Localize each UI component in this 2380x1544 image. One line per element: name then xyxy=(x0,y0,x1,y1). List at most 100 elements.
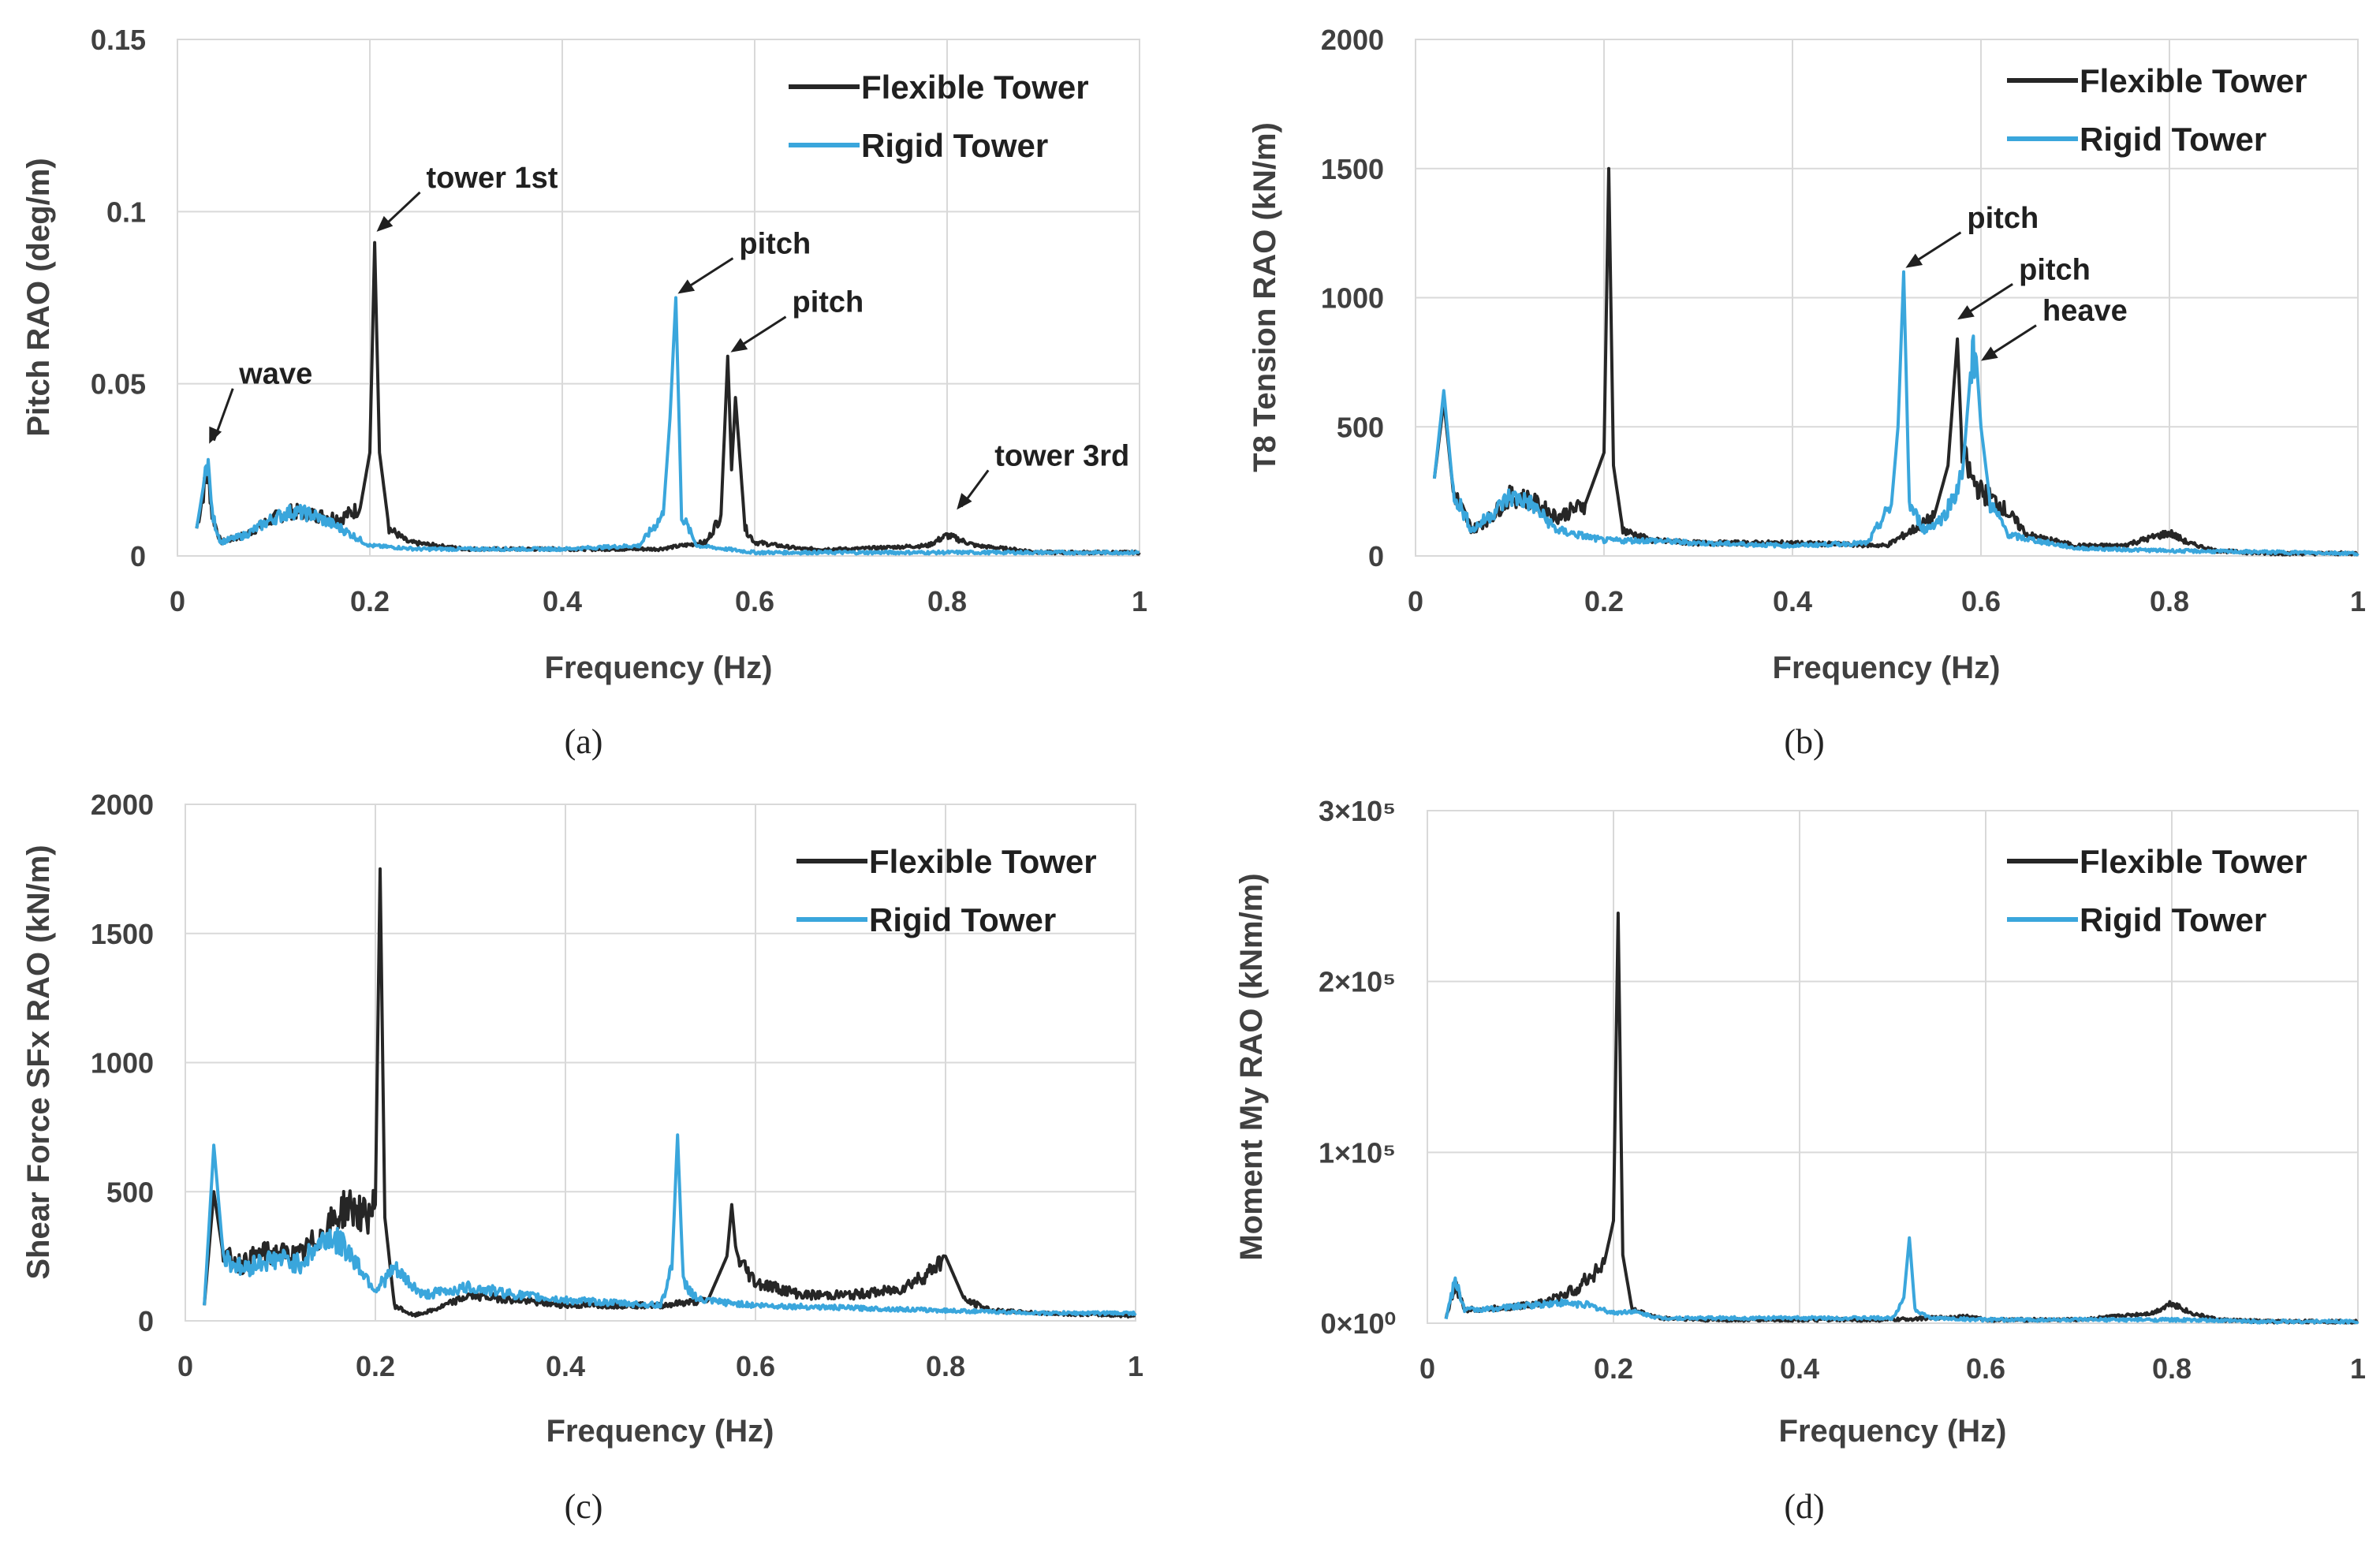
annotation-label: pitch xyxy=(1967,202,2039,235)
legend-label-flexible: Flexible Tower xyxy=(869,843,1097,880)
series-line-rigid xyxy=(203,1133,1137,1317)
x-tick-label: 0.6 xyxy=(1966,1352,2005,1385)
series-line-flexible xyxy=(1444,912,2359,1325)
y-tick-label: 500 xyxy=(1337,411,1384,443)
tick-labels: 0 0.2 0.4 0.6 0.8 1 0×10⁰ 1×10⁵ 2×10⁵ 3×10⁵ xyxy=(1319,795,2366,1385)
panel-a: 0 0.2 0.4 0.6 0.8 1 0 0.05 0.1 0.15 Frequency (Hz… xyxy=(21,24,1147,761)
x-axis-label: Frequency (Hz) xyxy=(545,651,773,685)
x-tick-label: 1 xyxy=(1132,585,1147,617)
y-tick-label: 0.1 xyxy=(106,196,146,228)
y-tick-label: 3×10⁵ xyxy=(1319,795,1396,827)
x-tick-label: 0.2 xyxy=(350,585,390,617)
x-tick-label: 0.8 xyxy=(926,1350,965,1382)
legend-label-flexible: Flexible Tower xyxy=(861,69,1089,106)
y-tick-label: 0 xyxy=(1368,540,1384,572)
y-tick-label: 500 xyxy=(106,1176,154,1208)
x-tick-label: 0.6 xyxy=(735,585,774,617)
x-tick-label: 0.4 xyxy=(546,1350,585,1382)
series-layer xyxy=(1432,166,2359,557)
x-axis-label: Frequency (Hz) xyxy=(1779,1414,2007,1449)
x-tick-label: 0.8 xyxy=(927,585,967,617)
x-axis-label: Frequency (Hz) xyxy=(547,1414,774,1449)
legend-label-flexible: Flexible Tower xyxy=(2080,843,2307,880)
annotation-label: heave xyxy=(2042,295,2128,328)
tick-labels: 0 0.2 0.4 0.6 0.8 1 0 0.05 0.1 0.15 xyxy=(91,24,1147,617)
annotation-label: pitch xyxy=(2019,253,2091,286)
y-tick-label: 0 xyxy=(130,540,146,572)
gridlines xyxy=(1427,810,2359,1324)
x-tick-label: 0 xyxy=(177,1350,193,1382)
annotation-label: tower 3rd xyxy=(994,439,1129,472)
plot-frame xyxy=(177,39,1140,557)
x-tick-label: 1 xyxy=(2350,1352,2366,1385)
annotation-label: wave xyxy=(238,358,312,391)
x-tick-label: 1 xyxy=(1128,1350,1143,1382)
legend: Flexible Tower Rigid Tower xyxy=(2007,62,2307,158)
series-line-flexible xyxy=(1432,166,2359,557)
series-line-rigid xyxy=(1444,1236,2359,1325)
annotation-arrowhead xyxy=(1981,346,1998,361)
panel-d: 0 0.2 0.4 0.6 0.8 1 0×10⁰ 1×10⁵ 2×10⁵ 3×10⁵ Frequ… xyxy=(1234,795,2366,1526)
annotation-arrowhead xyxy=(730,338,748,352)
x-axis-label: Frequency (Hz) xyxy=(1773,651,2001,685)
caption: (b) xyxy=(1784,722,1824,761)
annotation-arrowhead xyxy=(957,493,972,510)
gridlines xyxy=(185,804,1136,1322)
x-tick-label: 0.2 xyxy=(1584,585,1624,617)
x-tick-label: 0.8 xyxy=(2150,585,2189,617)
x-tick-label: 0.8 xyxy=(2152,1352,2192,1385)
x-tick-label: 0.4 xyxy=(1773,585,1812,617)
tick-labels: 0 0.2 0.4 0.6 0.8 1 0 500 1000 1500 2000 xyxy=(1321,24,2366,617)
legend: Flexible Tower Rigid Tower xyxy=(796,843,1097,938)
y-tick-label: 2×10⁵ xyxy=(1319,966,1396,998)
series-layer xyxy=(203,867,1137,1319)
y-axis-label: Moment My RAO (kNm/m) xyxy=(1234,873,1269,1260)
tick-labels: 0 0.2 0.4 0.6 0.8 1 0 500 1000 1500 2000 xyxy=(91,789,1143,1382)
legend: Flexible Tower Rigid Tower xyxy=(2007,843,2307,938)
x-tick-label: 0.2 xyxy=(1594,1352,1633,1385)
series-line-flexible xyxy=(203,867,1136,1319)
annotation-arrowhead xyxy=(1905,253,1923,268)
y-tick-label: 0.15 xyxy=(91,24,146,56)
annotation-label: pitch xyxy=(739,228,811,261)
annotation-arrowhead xyxy=(677,279,696,294)
caption: (a) xyxy=(565,722,603,761)
x-tick-label: 0.4 xyxy=(543,585,582,617)
x-tick-label: 0.6 xyxy=(736,1350,775,1382)
annotations: pitch pitch heave xyxy=(1905,202,2128,361)
legend-label-rigid: Rigid Tower xyxy=(869,901,1056,938)
series-layer xyxy=(1444,912,2359,1325)
x-tick-label: 0 xyxy=(1408,585,1423,617)
series-line-flexible xyxy=(195,241,1141,556)
x-tick-label: 0.4 xyxy=(1780,1352,1819,1385)
y-tick-label: 0 xyxy=(138,1305,154,1337)
legend-label-rigid: Rigid Tower xyxy=(861,127,1048,164)
x-tick-label: 1 xyxy=(2350,585,2366,617)
series-line-rigid xyxy=(1432,270,2359,557)
caption: (c) xyxy=(565,1487,603,1526)
y-tick-label: 0×10⁰ xyxy=(1320,1307,1396,1340)
annotations: wave tower 1st pitch pitch tower 3rd xyxy=(209,162,1129,510)
x-tick-label: 0 xyxy=(1419,1352,1435,1385)
y-tick-label: 1000 xyxy=(1321,282,1384,315)
y-axis-label: T8 Tension RAO (kN/m) xyxy=(1248,122,1282,472)
legend-label-flexible: Flexible Tower xyxy=(2080,62,2307,99)
series-line-rigid xyxy=(195,296,1140,556)
series-layer xyxy=(195,241,1141,556)
annotation-arrowhead xyxy=(1957,305,1975,320)
x-tick-label: 0.2 xyxy=(356,1350,395,1382)
y-axis-label: Pitch RAO (deg/m) xyxy=(21,158,56,436)
gridlines xyxy=(1415,39,2359,557)
x-tick-label: 0 xyxy=(170,585,185,617)
gridlines xyxy=(177,39,1140,557)
y-tick-label: 2000 xyxy=(91,789,154,821)
y-tick-label: 2000 xyxy=(1321,24,1384,56)
y-axis-label: Shear Force SFx RAO (kN/m) xyxy=(21,845,56,1279)
caption: (d) xyxy=(1784,1487,1824,1526)
y-tick-label: 1500 xyxy=(91,918,154,950)
annotation-arrowhead xyxy=(209,426,222,444)
legend-label-rigid: Rigid Tower xyxy=(2080,901,2266,938)
x-tick-label: 0.6 xyxy=(1961,585,2001,617)
y-tick-label: 0.05 xyxy=(91,368,146,401)
